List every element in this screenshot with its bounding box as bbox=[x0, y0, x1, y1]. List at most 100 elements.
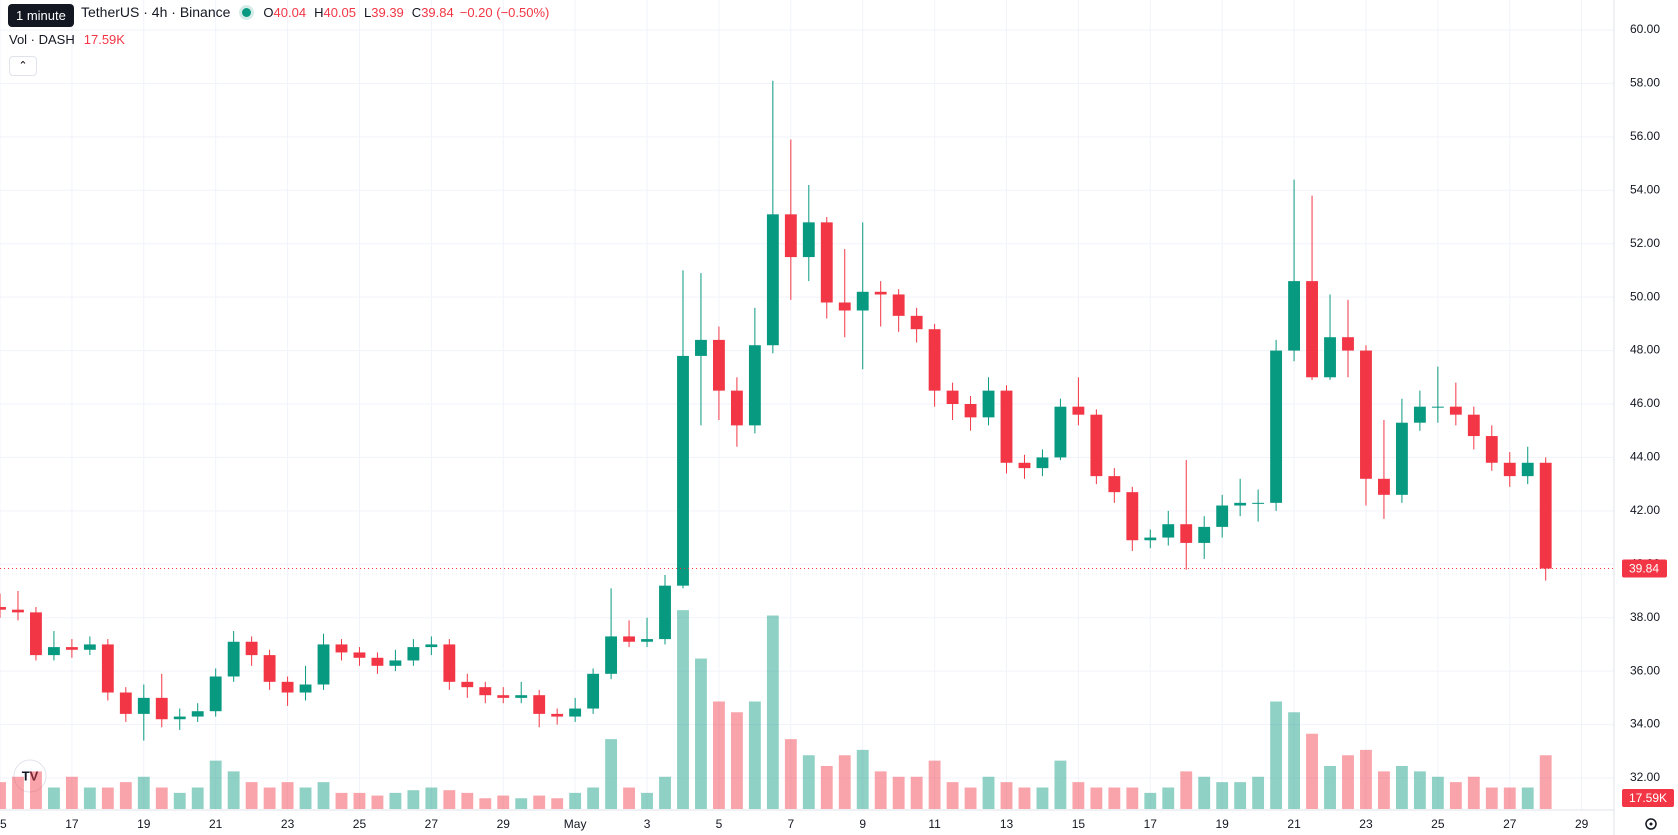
x-tick-label: 3 bbox=[644, 817, 651, 831]
candle-body bbox=[299, 684, 312, 693]
volume-bar bbox=[1521, 787, 1534, 809]
volume-bar bbox=[1360, 749, 1372, 809]
x-tick-label: 29 bbox=[497, 817, 511, 831]
volume-bar bbox=[1467, 776, 1480, 809]
price-tag-label: 39.84 bbox=[1629, 562, 1659, 576]
volume-tag bbox=[1622, 789, 1674, 807]
candle-body bbox=[1324, 337, 1336, 378]
l-value: 39.39 bbox=[371, 4, 404, 20]
volume-bar bbox=[119, 782, 132, 809]
candle-body bbox=[1162, 524, 1175, 538]
volume-bar bbox=[1198, 776, 1211, 809]
volume-bar bbox=[30, 771, 42, 809]
candle-body bbox=[892, 294, 905, 316]
candle-body bbox=[533, 695, 546, 714]
x-tick-label: 27 bbox=[1503, 817, 1517, 831]
volume-bar bbox=[1054, 760, 1067, 809]
symbol[interactable]: TetherUS · 4h · Binance bbox=[81, 4, 231, 20]
volume-bar bbox=[784, 739, 797, 809]
candle-body bbox=[964, 404, 977, 418]
tooltip: 1 minute bbox=[8, 4, 74, 27]
volume-bar bbox=[695, 658, 707, 809]
candle-body bbox=[443, 644, 456, 682]
candle-body bbox=[1126, 492, 1139, 541]
candle-body bbox=[155, 697, 168, 720]
x-tick-label: May bbox=[564, 817, 587, 831]
tv-logo: TV bbox=[13, 759, 47, 793]
candle-body bbox=[353, 652, 366, 658]
candle-body bbox=[1413, 406, 1426, 423]
collapse-button[interactable]: ⌃ bbox=[9, 56, 37, 76]
volume-bar bbox=[1126, 787, 1139, 809]
candle-body bbox=[30, 612, 42, 656]
y-tick-label: 32.00 bbox=[1630, 770, 1660, 784]
candle-body bbox=[1270, 350, 1283, 503]
volume-bar bbox=[928, 760, 941, 809]
candle-body bbox=[677, 355, 689, 586]
volume-bar bbox=[659, 776, 671, 809]
volume-bar bbox=[802, 755, 815, 809]
candle-body bbox=[515, 695, 528, 698]
status-dot bbox=[242, 7, 252, 17]
candle-body bbox=[1539, 462, 1552, 569]
candle-body bbox=[245, 641, 258, 656]
candle-body bbox=[1252, 502, 1265, 504]
x-tick-label: 25 bbox=[1431, 817, 1445, 831]
volume-bar bbox=[964, 787, 977, 809]
volume-bar bbox=[1288, 712, 1301, 809]
candle-body bbox=[1467, 414, 1480, 437]
volume-bar bbox=[461, 792, 474, 809]
candle-body bbox=[946, 390, 959, 404]
candle-body bbox=[281, 681, 294, 693]
candle-body bbox=[1485, 436, 1498, 463]
volume-bar bbox=[1485, 787, 1498, 809]
volume-bar bbox=[227, 771, 240, 809]
candle-body bbox=[910, 315, 923, 330]
y-tick-label: 58.00 bbox=[1630, 76, 1660, 90]
volume-bar bbox=[856, 749, 869, 809]
volume-bar bbox=[533, 795, 546, 809]
candle-body bbox=[1503, 462, 1516, 477]
candle-body bbox=[1198, 526, 1211, 543]
volume-bar bbox=[551, 798, 564, 809]
volume-bar bbox=[281, 782, 294, 809]
volume-bar bbox=[353, 792, 366, 809]
volume-bar bbox=[335, 792, 348, 809]
volume-bar bbox=[155, 787, 168, 809]
candle-body bbox=[371, 657, 384, 666]
candle-body bbox=[659, 585, 671, 640]
volume-bar bbox=[407, 790, 420, 809]
candle-body bbox=[1108, 476, 1121, 493]
candle-body bbox=[641, 639, 653, 642]
y-tick-label: 46.00 bbox=[1630, 396, 1660, 410]
volume-bar bbox=[1252, 776, 1265, 809]
volume-bar bbox=[497, 795, 510, 809]
candle-body bbox=[748, 345, 761, 426]
h-value: 40.05 bbox=[323, 4, 357, 20]
volume-bar bbox=[820, 766, 833, 809]
x-tick-label: 23 bbox=[1359, 817, 1373, 831]
candle-body bbox=[820, 222, 833, 303]
candle-body bbox=[119, 692, 132, 714]
x-tick-label: 13 bbox=[1000, 817, 1014, 831]
candle-body bbox=[1306, 281, 1318, 378]
volume-bar bbox=[12, 776, 24, 809]
x-tick-label: 15 bbox=[0, 817, 7, 831]
vol-title: Vol · DASH bbox=[9, 32, 75, 47]
y-tick-label: 42.00 bbox=[1630, 503, 1660, 517]
x-tick-label: 23 bbox=[281, 817, 295, 831]
volume-bar bbox=[623, 787, 635, 809]
settings-icon[interactable] bbox=[1645, 818, 1657, 830]
candle-body bbox=[461, 681, 474, 688]
candle-body bbox=[65, 647, 78, 650]
candle-body bbox=[497, 695, 510, 698]
volume-bar bbox=[137, 776, 150, 809]
volume-bar bbox=[1144, 792, 1157, 809]
volume-tag-label: 17.59K bbox=[1629, 791, 1667, 805]
candle-body bbox=[1018, 462, 1031, 469]
volume-bar bbox=[173, 792, 186, 809]
candle-body bbox=[712, 339, 725, 391]
candle-body bbox=[928, 329, 941, 391]
y-tick-label: 52.00 bbox=[1630, 236, 1660, 250]
